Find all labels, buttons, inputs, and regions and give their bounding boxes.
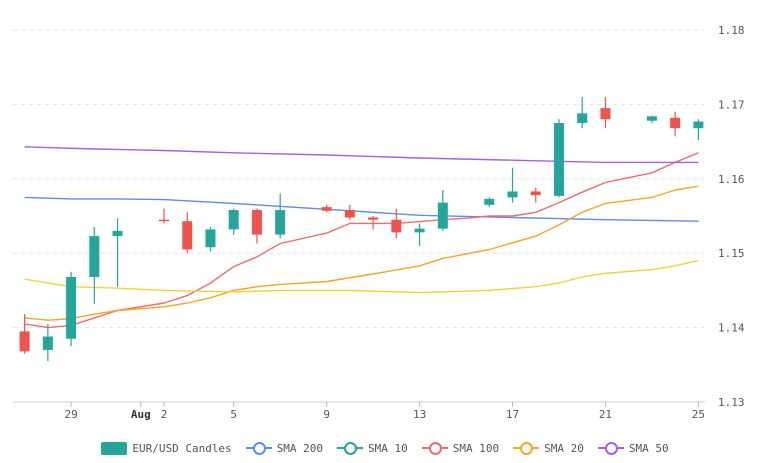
candle bbox=[159, 208, 170, 224]
legend-item-sma-50[interactable]: SMA 50 bbox=[597, 441, 669, 455]
candle-body bbox=[414, 228, 425, 233]
legend-swatch-line-icon bbox=[337, 441, 364, 455]
y-tick-label: 1.15 bbox=[718, 247, 745, 260]
sma-200-line bbox=[24, 196, 699, 222]
candle bbox=[66, 271, 77, 347]
candle-body bbox=[66, 277, 77, 339]
candle-body bbox=[321, 207, 332, 211]
legend-swatch-box-icon bbox=[101, 441, 128, 455]
candle-body bbox=[344, 210, 355, 218]
legend-swatch-line-icon bbox=[421, 441, 448, 455]
legend-swatch-line-icon bbox=[597, 441, 624, 455]
candle bbox=[670, 111, 681, 137]
candle bbox=[507, 167, 518, 203]
candle-body bbox=[19, 331, 30, 352]
candle-body bbox=[577, 113, 588, 123]
y-tick-label: 1.18 bbox=[718, 24, 745, 37]
sma-50-line bbox=[24, 146, 699, 164]
legend-label: SMA 100 bbox=[452, 441, 500, 455]
candle-body bbox=[112, 230, 123, 237]
candle-body bbox=[646, 116, 657, 121]
legend-swatch-line-icon bbox=[513, 441, 540, 455]
candle bbox=[391, 208, 402, 239]
x-axis-ticks: 29 Aug 2 5 9 13 17 21 25 bbox=[64, 402, 705, 421]
x-tick-label: 17 bbox=[506, 408, 519, 421]
legend-label: EUR/USD Candles bbox=[132, 441, 232, 455]
x-tick-label: 21 bbox=[599, 408, 612, 421]
candle bbox=[228, 208, 239, 235]
legend-label: SMA 50 bbox=[628, 441, 669, 455]
candle bbox=[553, 119, 564, 198]
candle bbox=[530, 187, 541, 203]
candle-body bbox=[228, 210, 239, 230]
y-tick-label: 1.13 bbox=[718, 396, 745, 409]
candle-body bbox=[159, 219, 170, 222]
candle bbox=[414, 223, 425, 246]
x-tick-label: 25 bbox=[692, 408, 705, 421]
candle bbox=[205, 227, 216, 252]
x-tick-label: 9 bbox=[323, 408, 330, 421]
x-tick-label: 29 bbox=[64, 408, 77, 421]
candle-body bbox=[507, 191, 518, 198]
candle bbox=[693, 119, 704, 141]
x-tick-label: 5 bbox=[230, 408, 237, 421]
x-tick-label: 13 bbox=[413, 408, 426, 421]
y-tick-label: 1.17 bbox=[718, 98, 745, 111]
candle bbox=[42, 323, 53, 362]
grid-lines bbox=[13, 29, 705, 403]
legend-item-sma-10[interactable]: SMA 10 bbox=[337, 441, 408, 455]
candle bbox=[182, 212, 193, 254]
candle bbox=[344, 204, 355, 220]
y-axis-ticks: 1.13 1.14 1.15 1.16 1.17 1.18 bbox=[718, 24, 745, 409]
candle bbox=[437, 189, 448, 231]
legend-label: SMA 10 bbox=[368, 441, 408, 455]
legend-label: SMA 20 bbox=[544, 441, 584, 455]
x-tick-label: Aug bbox=[131, 408, 151, 421]
legend-item-sma-100[interactable]: SMA 100 bbox=[421, 441, 500, 455]
candle-body bbox=[205, 229, 216, 248]
candle-body bbox=[530, 191, 541, 196]
candle bbox=[600, 96, 611, 129]
candle bbox=[251, 208, 262, 244]
legend-item-sma-20[interactable]: SMA 20 bbox=[513, 441, 584, 455]
candle bbox=[484, 197, 495, 208]
candle bbox=[646, 115, 657, 123]
legend-label: SMA 200 bbox=[276, 441, 324, 455]
chart-legend: EUR/USD Candles SMA 200 SMA 10 SMA 100 SMA 2… bbox=[0, 438, 770, 458]
candle-body bbox=[251, 210, 262, 235]
candles bbox=[19, 96, 704, 362]
candle-body bbox=[182, 221, 193, 250]
candle-body bbox=[368, 217, 379, 220]
candle bbox=[368, 216, 379, 230]
unlabeled-sma-line bbox=[24, 259, 699, 294]
legend-swatch-line-icon bbox=[245, 441, 272, 455]
candle-body bbox=[484, 198, 495, 205]
legend-item-eur-usd-candles[interactable]: EUR/USD Candles bbox=[101, 441, 232, 455]
x-tick-label: 2 bbox=[161, 408, 168, 421]
candle-body bbox=[275, 210, 286, 235]
y-tick-label: 1.16 bbox=[718, 173, 745, 186]
candle-body bbox=[89, 236, 100, 278]
legend-item-sma-200[interactable]: SMA 200 bbox=[245, 441, 324, 455]
candle bbox=[112, 218, 123, 287]
candle bbox=[89, 227, 100, 304]
candle-body bbox=[437, 202, 448, 229]
candle bbox=[577, 96, 588, 129]
y-tick-label: 1.14 bbox=[718, 322, 745, 335]
candle-body bbox=[553, 123, 564, 196]
sma-20-line bbox=[24, 185, 699, 321]
candle-body bbox=[42, 336, 53, 350]
candle-body bbox=[391, 219, 402, 233]
candle bbox=[321, 204, 332, 213]
candle-body bbox=[600, 108, 611, 120]
candle-body bbox=[693, 121, 704, 129]
candle bbox=[19, 314, 30, 354]
sma-lines bbox=[24, 146, 699, 329]
candle-body bbox=[670, 117, 681, 129]
candle bbox=[275, 193, 286, 239]
